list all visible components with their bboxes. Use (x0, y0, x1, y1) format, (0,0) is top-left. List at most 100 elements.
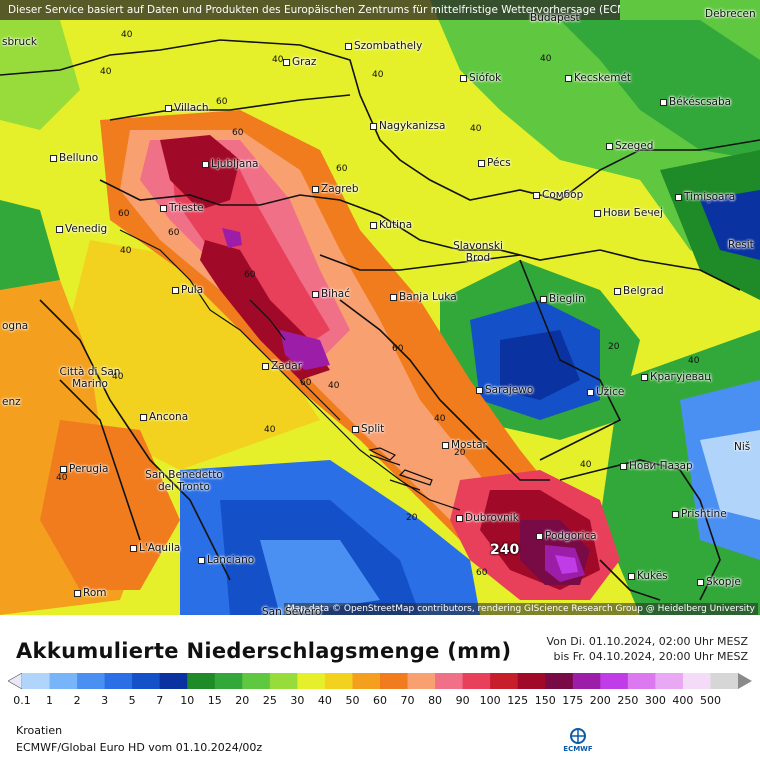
city-label: Užice (587, 386, 624, 398)
city-label: Città di San Marino (59, 366, 121, 390)
city-label: Bieglin (540, 293, 585, 305)
city-label: Крагујевац (641, 371, 711, 383)
scale-swatch (710, 673, 739, 689)
scale-tick-label: 125 (507, 694, 529, 707)
scale-tick-label: 40 (317, 694, 332, 707)
contour-label: 60 (244, 270, 256, 280)
city-label: Siófok (460, 72, 501, 84)
scale-tick-label: 80 (428, 694, 443, 707)
city-label: Perugia (60, 463, 108, 475)
contour-label: 40 (470, 124, 482, 134)
city-label: Rom (74, 587, 106, 599)
contour-label: 60 (168, 228, 180, 238)
scale-swatch (159, 673, 188, 689)
city-label: Ancona (140, 411, 188, 423)
ecmwf-attribution: Dieser Service basiert auf Daten und Pro… (0, 0, 620, 20)
scale-tick-label: 1 (46, 694, 54, 707)
contour-label: 40 (328, 381, 340, 391)
scale-tick-label: 400 (672, 694, 694, 707)
scale-tick-label: 0.1 (13, 694, 31, 707)
contour-label: 60 (336, 164, 348, 174)
city-label: Debrecen (705, 8, 756, 20)
city-label: Szeged (606, 140, 653, 152)
scale-tick-label: 500 (699, 694, 721, 707)
contour-label: 40 (434, 414, 446, 424)
contour-label: 40 (56, 473, 68, 483)
city-label: enz (2, 396, 21, 408)
scale-swatch (545, 673, 574, 689)
city-label: Prishtine (672, 508, 727, 520)
legend-panel: Akkumulierte Niederschlagsmenge (mm) Von… (0, 615, 760, 760)
scale-tick-label: 250 (617, 694, 639, 707)
city-label: Szombathely (345, 40, 422, 52)
max-value-label: 240 (490, 542, 520, 558)
contour-label: 40 (272, 55, 284, 65)
city-label: Belgrad (614, 285, 664, 297)
scale-tick-label: 50 (345, 694, 360, 707)
city-label: Kecskemét (565, 72, 631, 84)
city-label: Ljubljana (202, 158, 258, 170)
contour-label: 40 (121, 30, 133, 40)
scale-swatch (407, 673, 436, 689)
city-label: Resit (728, 239, 754, 251)
scale-swatch (572, 673, 601, 689)
scale-swatch (242, 673, 271, 689)
scale-arrow-right (738, 673, 752, 689)
city-label: Сомбор (533, 189, 583, 201)
scale-arrow-left (8, 673, 23, 689)
scale-swatch (462, 673, 491, 689)
city-label: Nagykanizsa (370, 120, 446, 132)
scale-tick-label: 20 (235, 694, 250, 707)
scale-tick-label: 70 (400, 694, 415, 707)
city-label: Pécs (478, 157, 511, 169)
scale-tick-label: 150 (534, 694, 556, 707)
contour-label: 20 (608, 342, 620, 352)
ecmwf-logo: ECMWF (558, 726, 598, 756)
scale-tick-label: 300 (644, 694, 666, 707)
city-label: L'Aquila (130, 542, 180, 554)
ecmwf-logo-text: ECMWF (563, 745, 593, 753)
scale-swatch (517, 673, 546, 689)
model-run-label: ECMWF/Global Euro HD vom 01.10.2024/00z (16, 741, 263, 754)
scale-swatch (435, 673, 464, 689)
contour-label: 60 (232, 128, 244, 138)
scale-swatch (22, 673, 51, 689)
city-label: Bihać (312, 288, 350, 300)
city-label: Banja Luka (390, 291, 457, 303)
scale-swatch (132, 673, 161, 689)
scale-tick-label: 2 (73, 694, 81, 707)
scale-swatch (187, 673, 216, 689)
contour-label: 40 (688, 356, 700, 366)
scale-tick-label: 200 (589, 694, 611, 707)
region-label: Kroatien (16, 724, 63, 737)
color-scale (8, 673, 752, 689)
city-label: Venedig (56, 223, 107, 235)
city-label: Villach (165, 102, 209, 114)
city-label: ogna (2, 320, 29, 332)
scale-swatch (49, 673, 78, 689)
period-from: Von Di. 01.10.2024, 02:00 Uhr MESZ (546, 635, 748, 648)
city-label: Békéscsaba (660, 96, 731, 108)
scale-swatch (104, 673, 133, 689)
scale-swatch (269, 673, 298, 689)
city-label: Mostar (442, 439, 487, 451)
contour-label: 60 (118, 209, 130, 219)
city-label: Slavonski Brod (453, 240, 503, 264)
city-label: Sarajewo (476, 384, 533, 396)
scale-tick-label: 3 (101, 694, 109, 707)
contour-label: 40 (372, 70, 384, 80)
scale-tick-label: 100 (479, 694, 501, 707)
contour-label: 40 (580, 460, 592, 470)
scale-swatch (214, 673, 243, 689)
scale-tick-label: 30 (290, 694, 305, 707)
scale-swatch (77, 673, 106, 689)
city-label: Dubrovnik (456, 512, 519, 524)
contour-label: 20 (406, 513, 418, 523)
city-label: sbruck (2, 36, 37, 48)
city-label: Kukës (628, 570, 668, 582)
scale-tick-label: 7 (156, 694, 164, 707)
contour-label: 20 (454, 448, 466, 458)
city-label: Skopje (697, 576, 741, 588)
city-label: San Benedetto del Tronto (145, 469, 223, 493)
scale-swatch (627, 673, 656, 689)
